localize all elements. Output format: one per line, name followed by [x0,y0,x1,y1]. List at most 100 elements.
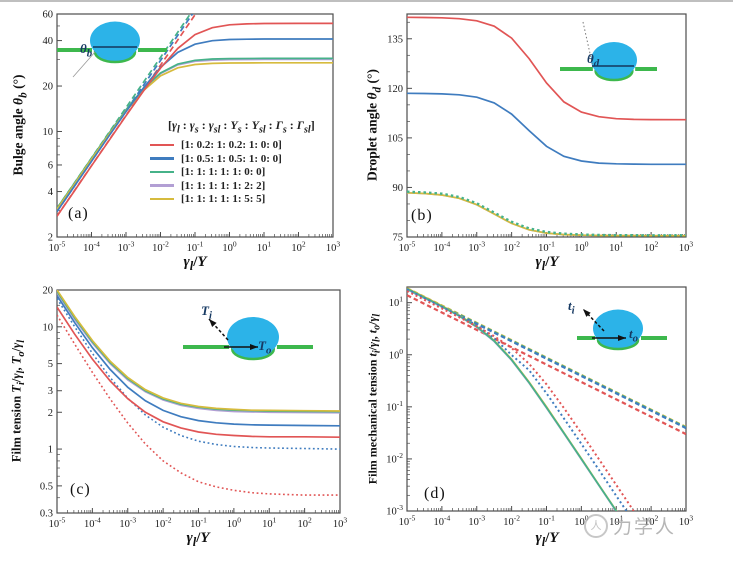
svg-text:10-4: 10-4 [84,516,101,531]
plot-border-b [406,13,687,238]
legend-swatch [150,157,174,160]
svg-text:10-1: 10-1 [538,240,555,255]
panel-letter-d: (d) [424,485,446,502]
svg-text:4: 4 [48,187,54,198]
svg-text:103: 103 [679,240,694,255]
panel-d: 10-5 10-4 10-3 10-2 10-1 100 101 102 10310110010… [386,286,694,529]
svg-text:10: 10 [43,322,54,333]
x-axis-label-b: γl/Y [535,254,559,273]
droplet-inset-c [183,317,313,361]
series-red-1:0.2:1:0.2:1:0:0 [407,16,686,121]
svg-text:90: 90 [393,183,404,194]
svg-text:10-2: 10-2 [386,451,403,466]
svg-text:103: 103 [679,514,694,529]
svg-text:0.5: 0.5 [40,481,53,492]
svg-text:100: 100 [222,240,237,255]
svg-text:103: 103 [333,516,348,531]
y-axis-label-c: Film tension Ti/γl, To/γl [9,339,27,463]
legend-swatch [150,143,174,147]
watermark-logo-icon: 人 [584,513,608,538]
svg-text:10-4: 10-4 [434,514,451,529]
droplet-inset-d [577,308,667,351]
legend-header: [γl : γs : γsl : Ys : Ysl : Γs : Γsl] [168,118,315,136]
svg-text:40: 40 [43,36,54,47]
legend-item: [1: 0.5: 1: 0.5: 1: 0: 0] [142,152,338,166]
svg-text:10-3: 10-3 [468,514,485,529]
series-ti-solid-green [407,288,618,511]
y-axis-label-b: Droplet angle θd (°) [364,69,384,181]
svg-text:10-4: 10-4 [434,240,451,255]
watermark: 人 力学人 [584,512,676,539]
droplet-body [591,42,637,78]
svg-text:6: 6 [48,160,53,171]
inset-b-angle-label: θd [587,51,600,70]
svg-text:103: 103 [326,240,341,255]
svg-text:10-1: 10-1 [538,514,555,529]
svg-text:10-2: 10-2 [152,240,169,255]
svg-text:10-5: 10-5 [399,240,416,255]
series-blue-1:0.5:1:0.5:1:0:0 [57,38,333,212]
series-to-dashed-red [407,294,686,436]
svg-text:75: 75 [393,233,404,244]
legend-item: [1: 1: 1: 1: 1: 0: 0] [142,165,338,179]
series-Ti-blue-dotted [57,298,340,450]
legend-item: [1: 1: 1: 1: 1: 5: 5] [142,192,338,206]
series-To-red [57,306,340,439]
legend-rows: [1: 0.2: 1: 0.2: 1: 0: 0] [1: 0.5: 1: 0.5… [142,138,338,206]
legend-item-label: [1: 1: 1: 1: 1: 0: 0] [181,166,266,179]
svg-text:101: 101 [609,240,624,255]
legend-item: [1: 1: 1: 1: 1: 2: 2] [142,179,338,193]
inset-a-angle-label: θb [80,41,93,60]
svg-text:120: 120 [387,84,403,95]
series-blue-1:0.5:1:0.5:1:0:0 [407,92,686,166]
svg-text:10-3: 10-3 [119,516,136,531]
series-To-yellow [57,290,340,412]
svg-text:1: 1 [48,445,53,456]
svg-text:10-2: 10-2 [503,514,520,529]
svg-text:10-2: 10-2 [155,516,172,531]
svg-text:10-2: 10-2 [503,240,520,255]
svg-text:20: 20 [43,82,54,93]
svg-text:2: 2 [48,233,53,244]
x-axis-label-c: γl/Y [186,530,210,549]
series-To-purple [57,292,340,414]
legend-item-label: [1: 1: 1: 1: 1: 2: 2] [181,179,266,192]
panel-c: 10-5 10-4 10-3 10-2 10-1 100 101 102 1030.30.512… [40,286,348,531]
x-axis-label-d: γl/Y [535,530,559,549]
svg-text:5: 5 [48,359,53,370]
svg-text:10-1: 10-1 [386,399,403,414]
svg-text:100: 100 [389,347,404,362]
svg-text:101: 101 [389,295,404,310]
plot-border-c [56,289,341,514]
y-axis-label-d: Film mechanical tension ti/γl, to/γl [365,313,383,485]
panel-a: 10-5 10-4 10-3 10-2 10-1 100 101 102 103 2 4 6 10 20 4… [43,10,341,255]
svg-text:10-3: 10-3 [386,503,403,518]
droplet-inset-b [560,21,657,82]
y-axis-label-a: Bulge angle θb (°) [10,74,30,176]
svg-text:101: 101 [262,516,277,531]
svg-text:102: 102 [644,514,659,529]
legend-item-label: [1: 0.2: 1: 0.2: 1: 0: 0] [181,139,282,152]
svg-text:10-5: 10-5 [399,514,416,529]
legend-swatch [150,170,174,174]
svg-text:100: 100 [227,516,242,531]
series-purple-1:1:1:1:1:2:2 [407,191,686,237]
x-axis-label-a: γl/Y [183,254,207,273]
series-green-dotted-1:1:1:1:1:0:0 [407,190,686,237]
svg-text:0.3: 0.3 [40,509,53,520]
series-ti-dotted-blue [407,288,628,511]
inset-c-inner-tension-label: Ti [201,303,212,322]
svg-text:2: 2 [48,408,53,419]
svg-text:135: 135 [387,34,403,45]
svg-text:101: 101 [257,240,272,255]
series-ti-solid-yellow [407,287,618,511]
plot-border-d [406,286,687,512]
svg-text:102: 102 [298,516,313,531]
series-red-1:0.2:1:0.2:1:0:0 [57,22,333,217]
series-Ti-red-dotted [57,314,340,496]
svg-text:101: 101 [609,514,624,529]
inset-c-outer-tension-label: To [258,338,272,357]
panel-b: 10-5 10-4 10-3 10-2 10-1 100 101 102 103 75 90 105 1… [387,13,694,255]
droplet-inset-a [57,21,167,78]
